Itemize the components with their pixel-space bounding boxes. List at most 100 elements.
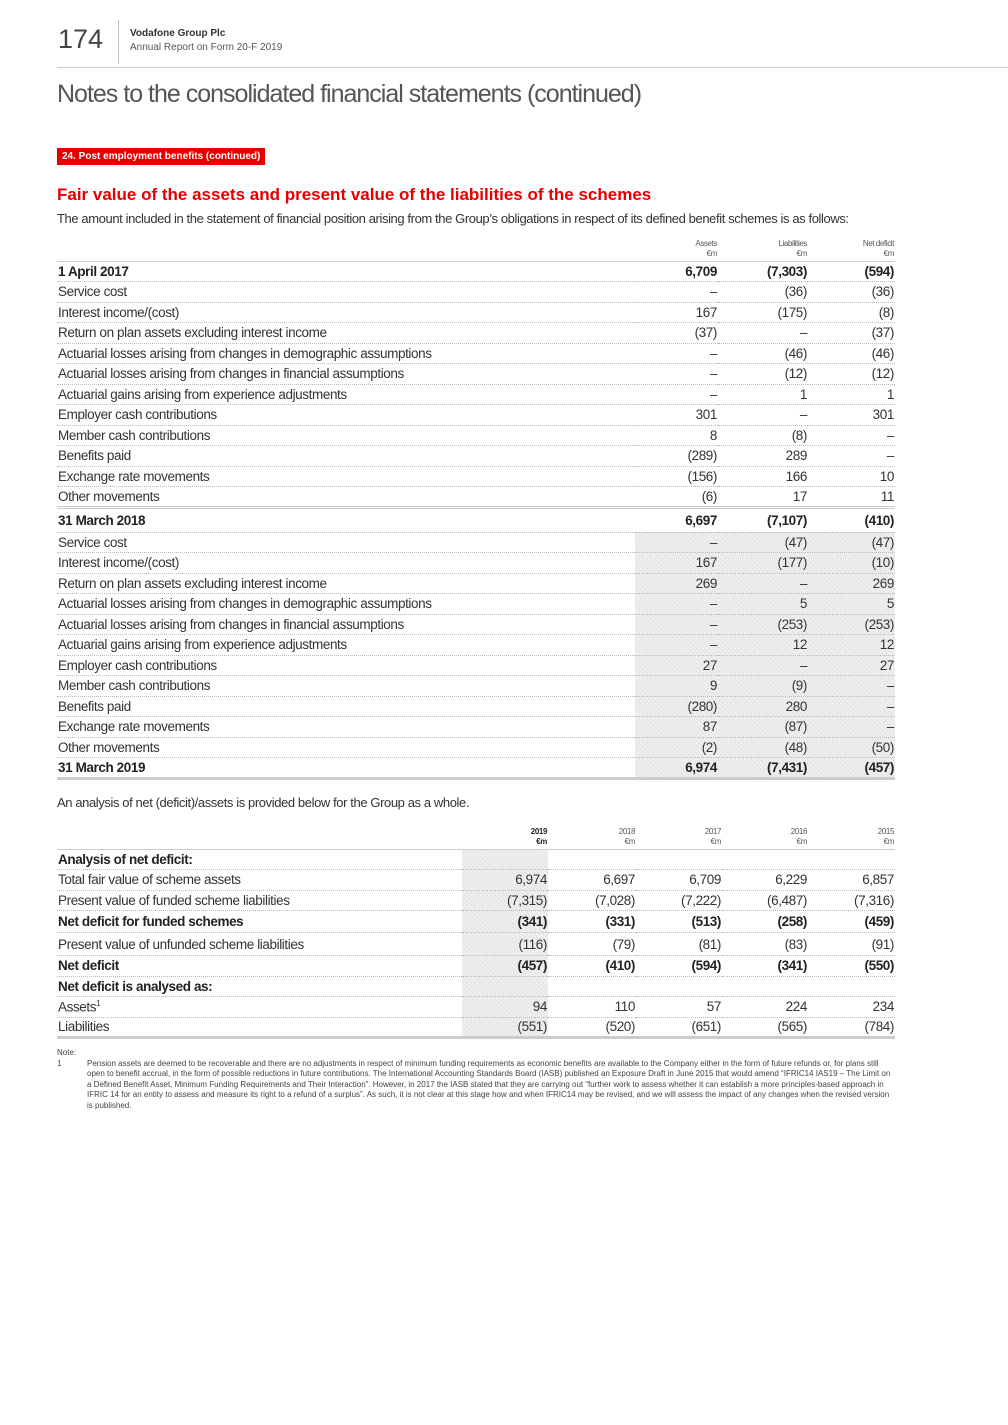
- report: Annual Report on Form 20-F 2019: [130, 42, 283, 53]
- cell: –: [808, 425, 895, 446]
- row-label: Benefits paid: [57, 696, 635, 717]
- cell: 1: [808, 384, 895, 405]
- column-name: Liabilities: [778, 238, 807, 248]
- label: Employer cash contributions: [58, 657, 217, 673]
- table-row: Service cost – (36) (36): [57, 281, 895, 303]
- cell: [808, 976, 895, 997]
- label: Actuarial losses arising from changes in…: [58, 616, 404, 632]
- cell: (410): [808, 505, 895, 533]
- cell: (410): [548, 955, 636, 977]
- cell: (83): [722, 932, 808, 956]
- table-row: Actuarial losses arising from changes in…: [57, 363, 895, 385]
- table-row: Other movements (2) (48) (50): [57, 737, 895, 758]
- cell: 12: [718, 634, 808, 656]
- cell: 280: [718, 696, 808, 717]
- row-label: Service cost: [57, 281, 635, 303]
- cell: (565): [722, 1017, 808, 1039]
- cell: (253): [808, 614, 895, 635]
- label: Present value of unfunded scheme liabili…: [58, 936, 304, 952]
- cell: 167: [635, 302, 718, 323]
- note-marker: 1: [57, 1058, 62, 1068]
- cell: [462, 849, 548, 870]
- row-label: Interest income/(cost): [57, 302, 635, 323]
- cell: (87): [718, 716, 808, 738]
- column-name: 2019: [530, 826, 548, 836]
- label: Return on plan assets excluding interest…: [58, 325, 327, 341]
- table: 2019 €m 2018 €m 2017 €m 2016 €m 2015 €m Analysis o…: [57, 817, 895, 1039]
- cell: [722, 849, 808, 870]
- cell: (6,487): [722, 890, 808, 911]
- cell: (2): [635, 737, 718, 758]
- row-label: Net deficit: [57, 955, 462, 977]
- table-row: 31 March 2019 6,974 (7,431) (457): [57, 757, 895, 780]
- cell: (7,222): [636, 890, 722, 911]
- cell: 301: [635, 404, 718, 426]
- cell: 6,709: [636, 869, 722, 891]
- cell: (7,107): [718, 505, 808, 533]
- table-row: Interest income/(cost) 167 (177) (10): [57, 552, 895, 574]
- label: Exchange rate movements: [58, 719, 210, 735]
- cell: 166: [718, 466, 808, 487]
- cell: (594): [808, 261, 895, 282]
- cell: –: [635, 532, 718, 553]
- label: Net deficit is analysed as:: [58, 978, 213, 994]
- cell: 6,697: [635, 505, 718, 533]
- row-label: Liabilities: [57, 1017, 462, 1039]
- cell: (520): [548, 1017, 636, 1039]
- row-label: Present value of unfunded scheme liabili…: [57, 932, 462, 956]
- row-label: Total fair value of scheme assets: [57, 869, 462, 891]
- cell: 5: [718, 593, 808, 615]
- cell: (116): [462, 932, 548, 956]
- cell: (258): [722, 910, 808, 933]
- company: Vodafone Group Plc: [130, 28, 226, 39]
- label: Liabilities: [58, 1019, 110, 1035]
- label: Benefits paid: [58, 698, 131, 714]
- note: Note: 1 Pension assets are deemed to be re…: [57, 1048, 895, 1111]
- table-row: Service cost – (47) (47): [57, 532, 895, 553]
- cell: –: [635, 363, 718, 385]
- label: Net deficit for funded schemes: [58, 914, 244, 929]
- row-label: Member cash contributions: [57, 425, 635, 446]
- cell: (457): [462, 955, 548, 977]
- table-row: Employer cash contributions 301–301: [57, 404, 895, 426]
- cell: 27: [635, 655, 718, 676]
- column-name: 2018: [618, 826, 636, 836]
- row-label: Net deficit for funded schemes: [57, 910, 462, 933]
- cell: [462, 976, 548, 997]
- label: Service cost: [58, 284, 127, 300]
- label: 1 April 2017: [58, 263, 129, 279]
- cell: (551): [462, 1017, 548, 1039]
- column-name: Net deficit: [862, 238, 895, 248]
- label: Total fair value of scheme assets: [58, 872, 241, 888]
- row-label: Benefits paid: [57, 445, 635, 467]
- cell: –: [808, 445, 895, 467]
- row-label: Actuarial gains arising from experience …: [57, 634, 635, 656]
- column-unit: €m: [536, 836, 547, 846]
- row-label: Analysis of net deficit:: [57, 849, 462, 870]
- cell: 1: [718, 384, 808, 405]
- table: Assets €m Liabilities €m Net deficit €m 1 Apri…: [57, 233, 895, 780]
- cell: –: [718, 404, 808, 426]
- column-unit: €m: [706, 248, 718, 258]
- table-row: 31 March 2018 6,697 (7,107) (410): [57, 505, 895, 533]
- cell: (784): [808, 1017, 895, 1039]
- table-row: Present value of unfunded scheme liabili…: [57, 932, 895, 956]
- table-row: Total fair value of scheme assets 6,974 6,…: [57, 869, 895, 891]
- row-label: Return on plan assets excluding interest…: [57, 322, 635, 344]
- cell: (47): [808, 532, 895, 553]
- column-header: 2019 €m: [462, 817, 548, 850]
- cell: (7,431): [718, 757, 808, 780]
- cell: (289): [635, 445, 718, 467]
- table-row: 1 April 2017 6,709 (7,303) (594): [57, 261, 895, 282]
- cell: (651): [636, 1017, 722, 1039]
- cell: –: [635, 384, 718, 405]
- cell: 5: [808, 593, 895, 615]
- column-header: Assets €m: [635, 233, 718, 262]
- table-row: Net deficit (457) (410) (594) (341) (550): [57, 955, 895, 977]
- cell: (36): [808, 281, 895, 303]
- table-row: Benefits paid (280) 280–: [57, 696, 895, 717]
- cell: (331): [548, 910, 636, 933]
- cell: (156): [635, 466, 718, 487]
- cell: 301: [808, 404, 895, 426]
